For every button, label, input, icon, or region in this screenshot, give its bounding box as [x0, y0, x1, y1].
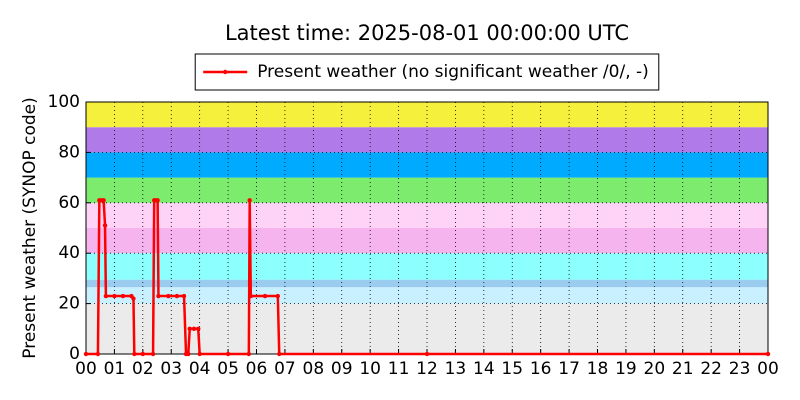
data-point	[112, 293, 117, 299]
x-tick-label: 04	[189, 359, 211, 379]
data-point	[197, 351, 202, 357]
y-tick-label: 100	[48, 92, 80, 112]
x-tick-label: 14	[473, 359, 495, 379]
y-axis-label: Present weather (SYNOP code)	[20, 97, 40, 358]
data-point	[156, 293, 161, 299]
band	[86, 127, 768, 153]
data-point	[83, 351, 89, 357]
x-tick-label: 07	[274, 359, 296, 379]
x-tick-label: 08	[303, 359, 325, 379]
y-tick-label: 0	[69, 344, 80, 364]
data-point	[225, 351, 231, 357]
data-point	[186, 351, 191, 357]
y-tick-label: 40	[58, 243, 80, 263]
data-point	[166, 293, 171, 299]
x-tick-label: 05	[217, 359, 239, 379]
data-point	[262, 293, 268, 299]
band	[86, 152, 768, 178]
y-tick-label: 80	[58, 142, 80, 162]
x-tick-label: 23	[729, 359, 751, 379]
data-point	[95, 351, 101, 357]
x-tick-label: 01	[104, 359, 126, 379]
data-point	[174, 293, 180, 299]
data-point	[196, 326, 201, 331]
x-tick-label: 03	[160, 359, 182, 379]
data-point	[424, 351, 430, 357]
x-tick-label: 21	[672, 359, 694, 379]
data-point	[150, 351, 156, 357]
data-point	[247, 198, 252, 203]
data-point	[277, 351, 282, 357]
x-tick-label: 16	[530, 359, 552, 379]
y-tick-label: 20	[58, 294, 80, 314]
x-tick-label: 17	[558, 359, 580, 379]
x-tick-label: 00	[757, 359, 779, 379]
data-point	[187, 326, 192, 331]
legend-box	[194, 53, 660, 91]
x-tick-label: 13	[445, 359, 467, 379]
data-point	[102, 223, 108, 228]
x-tick-label: 22	[700, 359, 722, 379]
y-tick-label: 60	[58, 193, 80, 213]
band	[86, 279, 768, 288]
x-tick-label: 02	[132, 359, 154, 379]
series-line	[86, 199, 768, 356]
x-tick-label: 00	[75, 359, 97, 379]
data-point	[246, 351, 252, 357]
x-tick-label: 12	[416, 359, 438, 379]
data-point	[765, 351, 771, 357]
data-point	[131, 296, 136, 301]
data-point	[132, 351, 137, 357]
x-tick-label: 18	[587, 359, 609, 379]
x-tick-label: 11	[388, 359, 410, 379]
legend: Present weather (no significant weather …	[194, 53, 660, 91]
data-point	[181, 293, 187, 299]
legend-label: Present weather (no significant weather …	[257, 62, 649, 82]
chart-title: Latest time: 2025-08-01 00:00:00 UTC	[225, 21, 629, 45]
data-point	[103, 293, 109, 299]
x-tick-label: 09	[331, 359, 353, 379]
data-point	[191, 326, 197, 331]
data-point	[275, 293, 281, 299]
x-tick-label: 06	[246, 359, 268, 379]
data-point	[155, 198, 160, 203]
data-point	[248, 293, 254, 299]
data-point	[101, 198, 106, 203]
x-tick-label: 20	[644, 359, 666, 379]
band	[86, 228, 768, 254]
data-point	[140, 351, 146, 357]
x-tick-label: 15	[501, 359, 523, 379]
x-tick-label: 10	[359, 359, 381, 379]
band	[86, 287, 768, 304]
data-point	[120, 293, 126, 299]
legend-marker	[223, 69, 228, 75]
x-tick-label: 19	[615, 359, 637, 379]
